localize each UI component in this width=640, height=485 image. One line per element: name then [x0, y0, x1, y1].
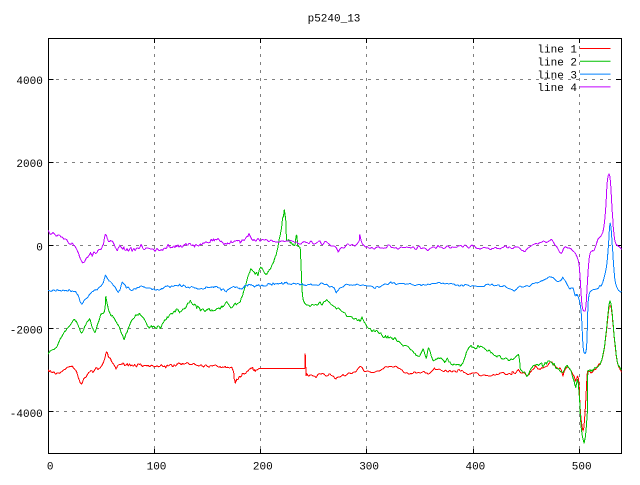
svg-text:4000: 4000	[16, 76, 42, 88]
svg-text:100: 100	[147, 462, 167, 474]
svg-text:-2000: -2000	[10, 326, 43, 338]
svg-text:300: 300	[359, 462, 379, 474]
svg-text:0: 0	[47, 462, 54, 474]
svg-text:p5240_13: p5240_13	[308, 14, 361, 26]
svg-text:line 3: line 3	[537, 70, 577, 82]
svg-text:line 1: line 1	[537, 45, 577, 57]
svg-text:-4000: -4000	[10, 409, 43, 421]
svg-text:2000: 2000	[16, 159, 42, 171]
svg-text:200: 200	[253, 462, 273, 474]
svg-text:line 2: line 2	[537, 58, 577, 70]
svg-text:500: 500	[572, 462, 592, 474]
svg-text:line 4: line 4	[537, 83, 577, 95]
svg-text:0: 0	[36, 242, 43, 254]
svg-text:400: 400	[465, 462, 485, 474]
